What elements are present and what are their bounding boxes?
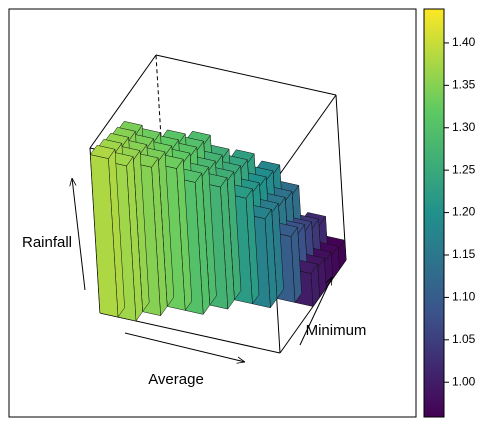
x-arrow: [124, 332, 245, 362]
colorbar-tick-label: 1.15: [452, 247, 476, 261]
y-label: Minimum: [306, 322, 367, 339]
colorbar-tick-label: 1.05: [452, 332, 476, 346]
y-arrow: [299, 277, 332, 346]
surface-cell: [89, 145, 116, 159]
colorbar-tick-label: 1.30: [452, 120, 476, 134]
box-edge: [155, 54, 337, 96]
colorbar-tick-label: 1.35: [452, 78, 476, 92]
colorbar-tick-label: 1.10: [452, 290, 476, 304]
colorbar-ticks: 1.00 1.05 1.10 1.15 1.20 1.25 1.30 1.35 1.40: [444, 35, 476, 388]
colorbar-tick-label: 1.20: [452, 205, 476, 219]
plot-frame: [8, 8, 417, 418]
box-edge: [89, 54, 157, 149]
colorbar-tick-label: 1.25: [452, 162, 476, 176]
box-edge: [269, 94, 337, 189]
colorbar-tick-label: 1.40: [452, 35, 476, 49]
colorbar-tick-label: 1.00: [452, 374, 476, 388]
box-edge: [335, 94, 347, 261]
x-label: Average: [148, 371, 204, 388]
z-label: Rainfall: [22, 234, 72, 251]
z-arrow: [72, 178, 86, 291]
surface: [89, 121, 347, 322]
colorbar: [423, 8, 445, 418]
